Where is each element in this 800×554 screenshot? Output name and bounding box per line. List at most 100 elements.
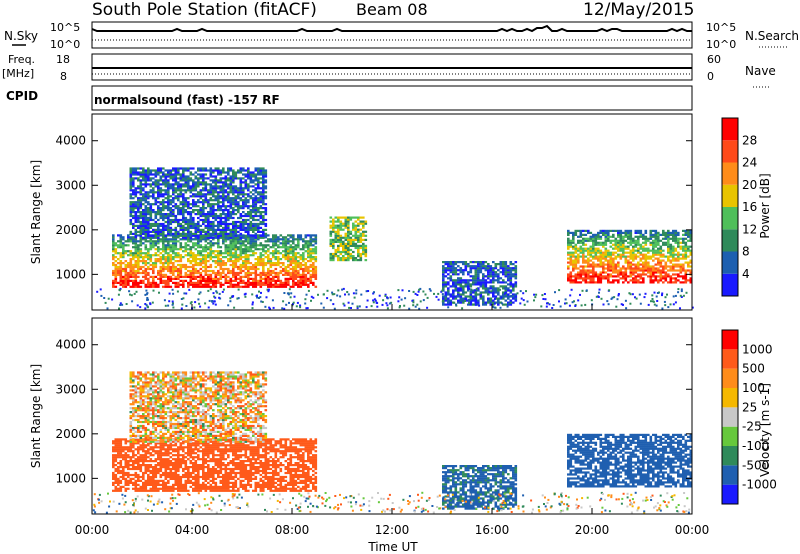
- data-cell: [169, 269, 173, 273]
- data-cell: [167, 269, 170, 273]
- data-cell: [219, 285, 223, 288]
- data-cell: [172, 167, 175, 170]
- data-cell: [137, 267, 140, 271]
- data-cell: [232, 265, 235, 269]
- data-cell: [157, 283, 160, 286]
- data-cell: [222, 177, 225, 180]
- data-cell: [144, 262, 148, 265]
- data-cell: [182, 199, 185, 202]
- data-cell: [627, 247, 630, 250]
- data-cell: [177, 254, 180, 257]
- data-cell: [644, 257, 648, 260]
- data-cell: [464, 297, 468, 300]
- data-cell: [357, 224, 360, 227]
- data-cell: [184, 228, 188, 231]
- data-cell: [687, 233, 690, 236]
- data-cell: [284, 277, 288, 280]
- data-cell: [624, 255, 628, 258]
- data-cell: [224, 218, 228, 222]
- data-cell: [267, 240, 270, 243]
- data-cell: [169, 240, 173, 243]
- data-cell: [247, 228, 250, 231]
- data-cell: [617, 294, 620, 297]
- data-cell: [147, 224, 150, 227]
- data-cell: [217, 246, 220, 249]
- data-cell: [504, 267, 508, 270]
- data-cell: [514, 267, 518, 270]
- data-cell: [152, 279, 155, 282]
- data-cell: [134, 260, 138, 263]
- data-cell: [197, 271, 200, 275]
- data-cell: [189, 252, 193, 255]
- data-cell: [222, 220, 225, 224]
- data-cell: [139, 248, 143, 251]
- data-cell: [594, 251, 598, 254]
- data-cell: [689, 251, 693, 254]
- data-cell: [167, 197, 170, 200]
- data-cell: [669, 253, 673, 256]
- data-cell: [242, 244, 245, 247]
- data-cell: [182, 228, 185, 231]
- data-cell: [342, 259, 345, 262]
- data-cell: [202, 181, 205, 184]
- data-cell: [267, 258, 270, 261]
- data-cell: [259, 296, 262, 299]
- data-cell: [172, 185, 175, 188]
- data-cell: [179, 226, 183, 229]
- data-cell: [234, 191, 238, 194]
- data-cell: [199, 238, 203, 241]
- data-cell: [184, 234, 188, 237]
- data-cell: [687, 245, 690, 248]
- data-cell: [212, 232, 215, 235]
- data-cell: [569, 263, 573, 266]
- data-cell: [194, 277, 198, 280]
- data-cell: [334, 252, 338, 256]
- data-cell: [362, 220, 365, 223]
- data-cell: [634, 263, 638, 266]
- data-cell: [457, 261, 460, 264]
- data-cell: [274, 271, 278, 275]
- data-cell: [452, 279, 455, 282]
- data-cell: [314, 275, 318, 278]
- data-cell: [216, 291, 219, 294]
- data-cell: [672, 233, 675, 236]
- data-cell: [652, 245, 655, 248]
- data-cell: [289, 248, 293, 251]
- data-cell: [177, 220, 180, 224]
- data-cell: [232, 246, 235, 249]
- data-cell: [654, 275, 658, 278]
- data-cell: [179, 258, 183, 261]
- data-cell: [137, 263, 140, 267]
- data-cell: [214, 283, 218, 286]
- data-cell: [189, 173, 193, 176]
- data-cell: [577, 277, 580, 280]
- data-cell: [179, 279, 183, 282]
- data-cell: [609, 263, 613, 266]
- data-cell: [464, 263, 468, 266]
- data-cell: [657, 237, 660, 240]
- data-cell: [264, 173, 268, 176]
- data-cell: [179, 256, 183, 259]
- data-cell: [654, 233, 658, 236]
- data-cell: [189, 269, 193, 273]
- data-cell: [204, 213, 208, 216]
- data-cell: [219, 195, 223, 198]
- data-cell: [344, 224, 348, 227]
- data-cell: [187, 285, 190, 288]
- data-cell: [659, 273, 663, 276]
- data-cell: [147, 248, 150, 251]
- data-cell: [472, 265, 475, 268]
- data-cell: [534, 296, 537, 299]
- data-cell: [112, 283, 115, 286]
- data-cell: [489, 291, 493, 294]
- data-cell: [197, 254, 200, 257]
- data-cell: [614, 255, 618, 258]
- data-cell: [179, 273, 183, 276]
- data-cell: [137, 256, 140, 259]
- data-cell: [197, 269, 200, 273]
- data-cell: [159, 195, 163, 198]
- data-cell: [187, 234, 190, 237]
- data-cell: [184, 201, 188, 204]
- data-cell: [514, 295, 518, 298]
- data-cell: [627, 259, 630, 262]
